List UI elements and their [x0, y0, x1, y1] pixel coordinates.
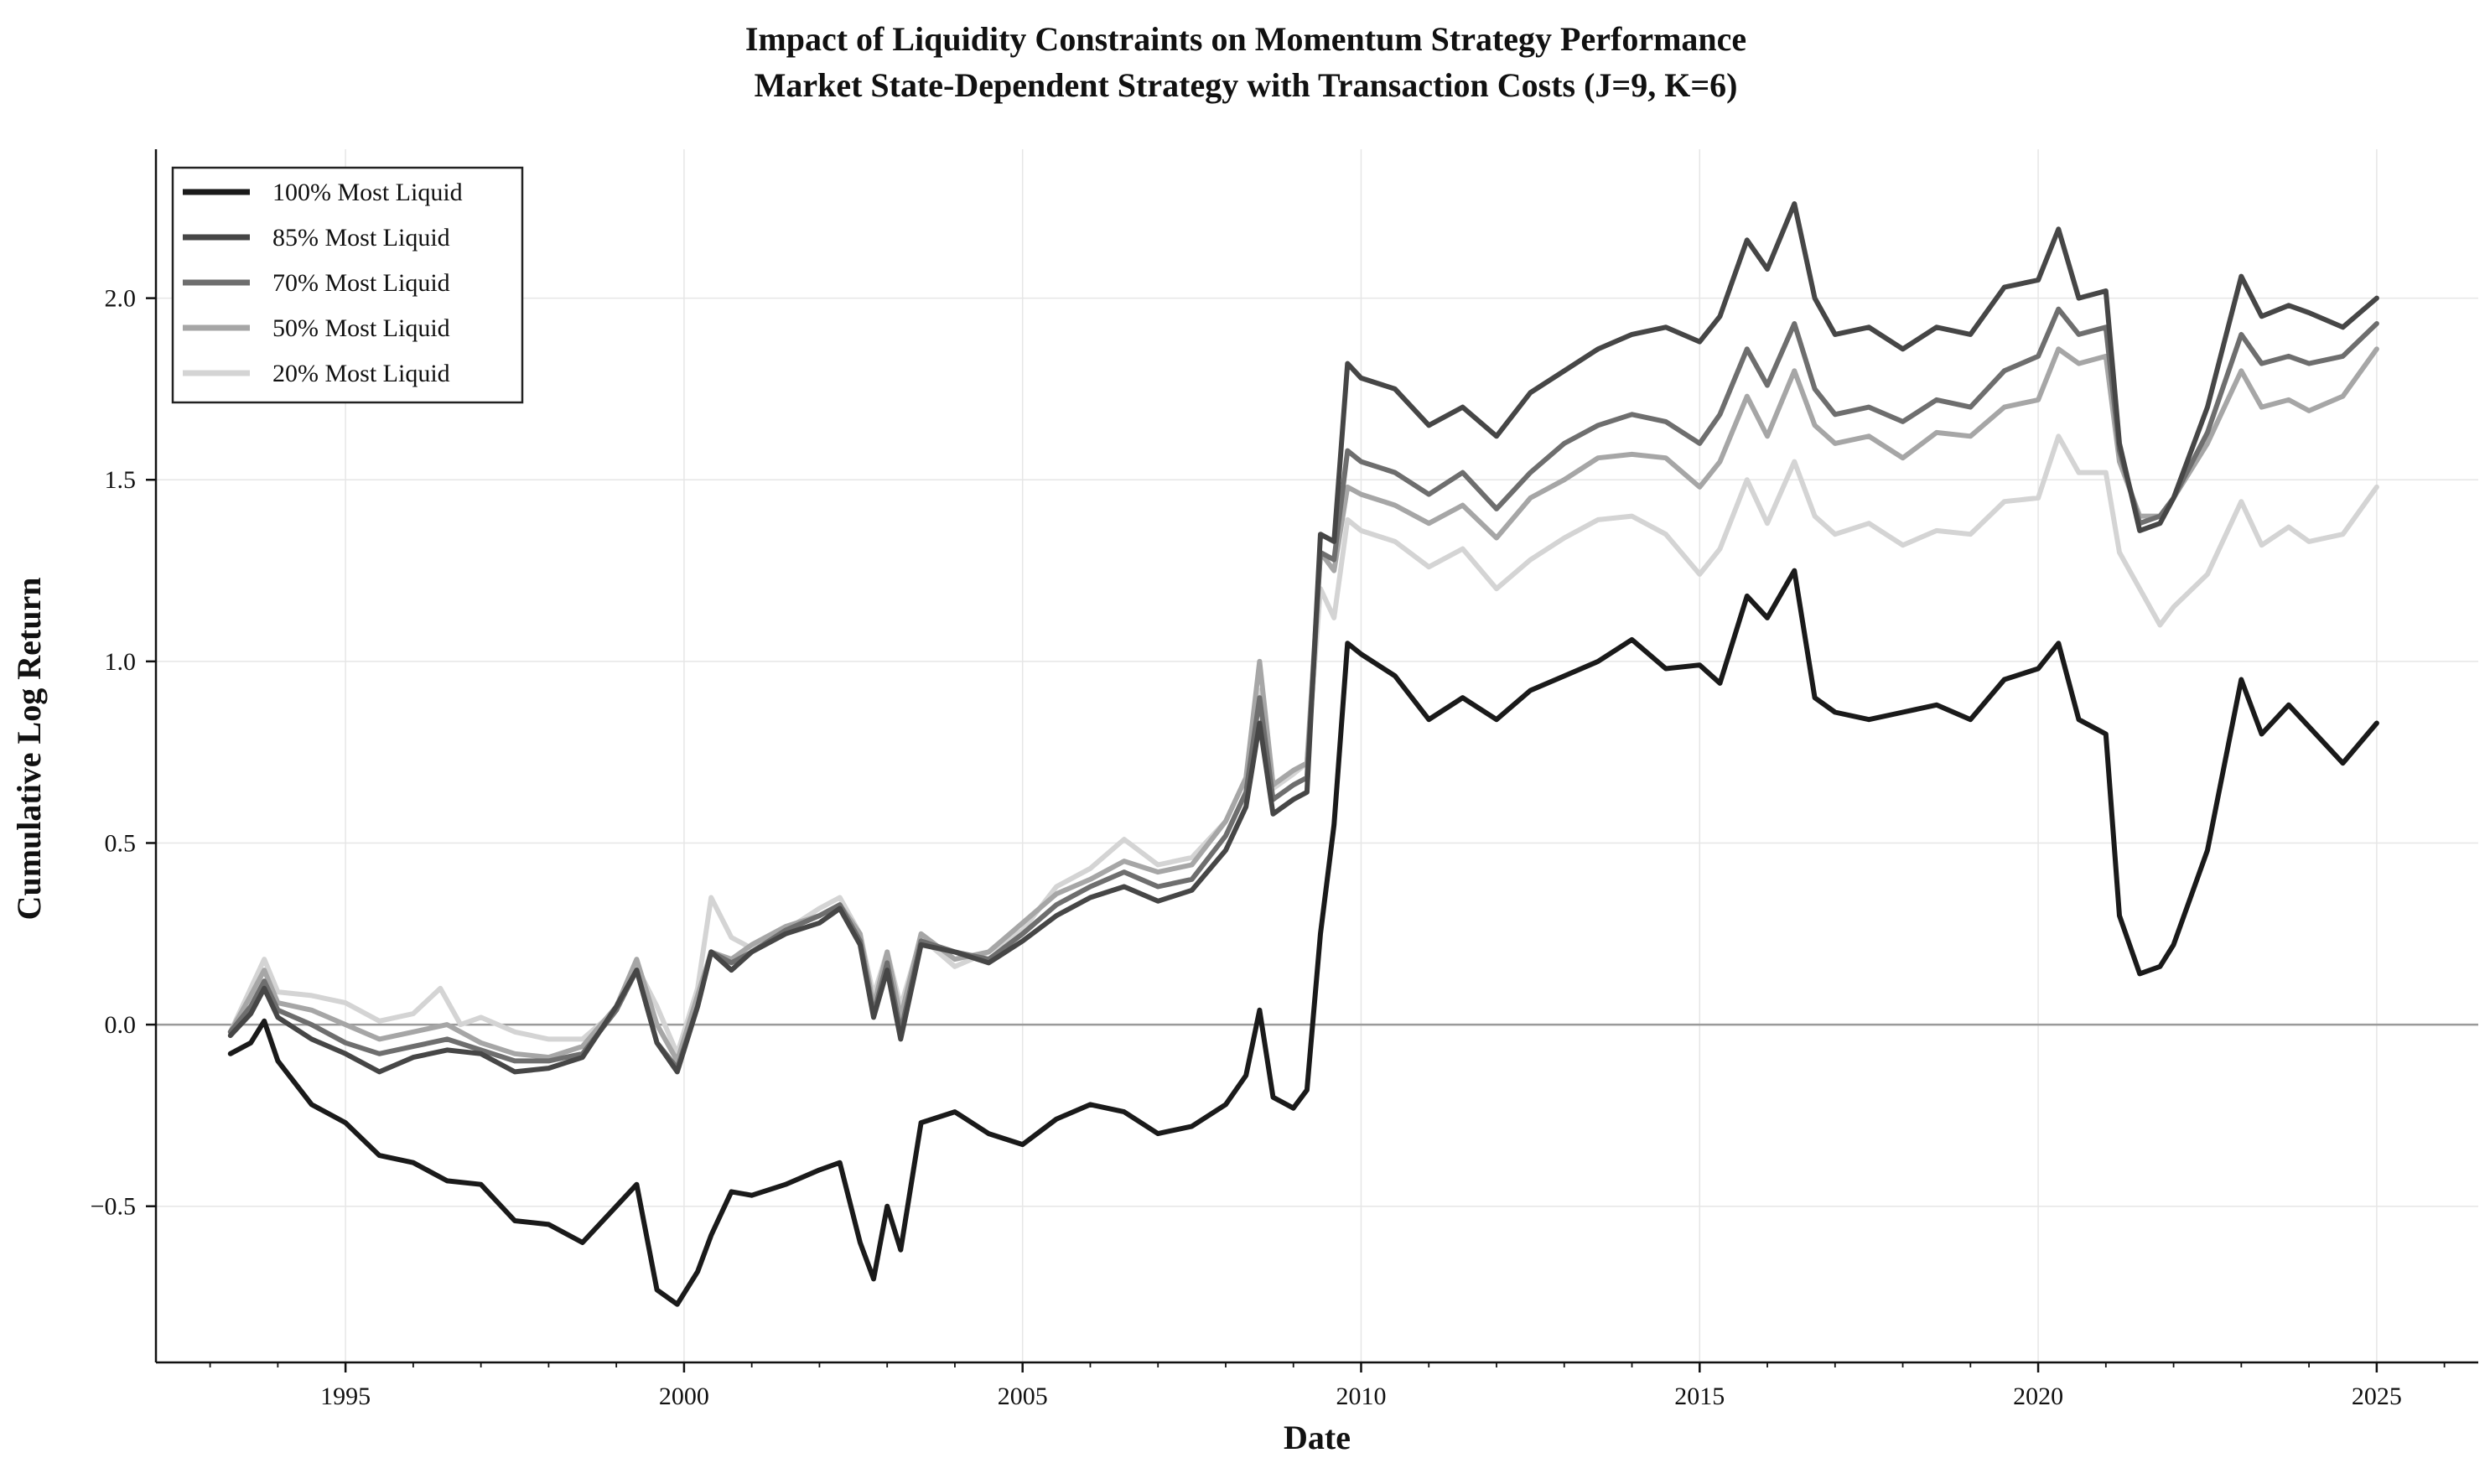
y-tick-label: −0.5: [91, 1193, 136, 1221]
series-line-100-most-liquid: [227, 568, 2379, 1307]
chart-subtitle: Market State-Dependent Strategy with Tra…: [755, 66, 1738, 104]
x-axis-label: Date: [1284, 1419, 1351, 1456]
chart-title: Impact of Liquidity Constraints on Momen…: [745, 20, 1746, 58]
series-line-85-most-liquid: [227, 201, 2379, 1075]
legend-label-50-most-liquid: 50% Most Liquid: [272, 314, 450, 342]
legend: 100% Most Liquid 85% Most Liquid 70% Most …: [171, 166, 524, 404]
y-tick-label: 1.0: [105, 648, 137, 676]
x-tick-label: 1995: [320, 1383, 371, 1410]
x-tick-label: 2000: [659, 1383, 709, 1410]
series-lines: [227, 201, 2379, 1307]
series-line-50-most-liquid: [227, 346, 2379, 1064]
y-tick-label: 0.0: [105, 1011, 137, 1039]
x-tick-label: 2025: [2352, 1383, 2402, 1410]
x-tick-label: 2005: [998, 1383, 1048, 1410]
x-tick-label: 2015: [1674, 1383, 1725, 1410]
y-tick-label: 2.0: [105, 285, 137, 313]
legend-label-20-most-liquid: 20% Most Liquid: [272, 360, 450, 387]
legend-label-85-most-liquid: 85% Most Liquid: [272, 224, 450, 252]
legend-label-70-most-liquid: 70% Most Liquid: [272, 269, 450, 297]
y-tick-label: 1.5: [105, 466, 137, 494]
y-axis-ticks: −0.5 0.0 0.5 1.0 1.5 2.0: [91, 285, 156, 1221]
x-tick-label: 2020: [2013, 1383, 2063, 1410]
y-tick-label: 0.5: [105, 829, 137, 857]
x-tick-label: 2010: [1336, 1383, 1386, 1410]
legend-label-100-most-liquid: 100% Most Liquid: [272, 179, 463, 206]
x-axis-ticks: 1995 2000 2005 2010 2015 2020 2025: [209, 1362, 2446, 1410]
y-axis-label: Cumulative Log Return: [10, 578, 48, 921]
